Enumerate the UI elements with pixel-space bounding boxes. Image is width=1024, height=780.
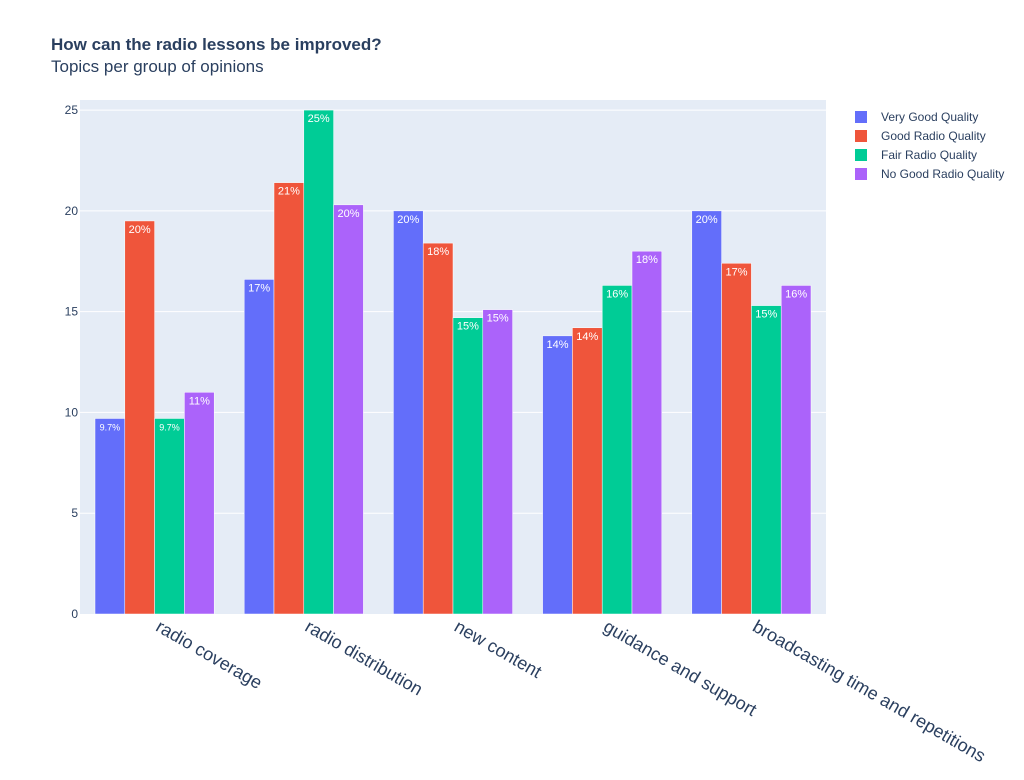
legend-swatch <box>855 110 867 123</box>
legend-label: Fair Radio Quality <box>881 147 978 162</box>
bar <box>184 392 215 615</box>
y-tick-label: 0 <box>71 607 78 621</box>
bar <box>273 182 305 615</box>
x-category-label: broadcasting time and repetitions <box>749 616 989 766</box>
bar-value-label: 9.7% <box>159 422 180 432</box>
bar-value-label: 20% <box>696 214 718 226</box>
bar <box>393 210 424 615</box>
bar-value-label: 20% <box>337 208 359 220</box>
bar-value-label: 14% <box>576 331 598 343</box>
bar-value-label: 14% <box>546 339 568 351</box>
bar <box>94 418 126 615</box>
bar <box>303 109 334 615</box>
bar <box>333 204 364 615</box>
legend: Very Good Quality Good Radio Quality Fair … <box>855 107 1004 183</box>
y-tick-label: 10 <box>65 405 79 419</box>
legend-label: No Good Radio Quality <box>881 166 1005 181</box>
bar-value-label: 20% <box>397 214 419 226</box>
legend-item[interactable]: Good Radio Quality <box>855 126 1004 145</box>
bar <box>601 285 633 615</box>
y-tick-label: 15 <box>65 305 79 319</box>
chart-title: How can the radio lessons be improved? <box>51 35 382 54</box>
bar <box>751 305 782 615</box>
bar-value-label: 18% <box>636 254 658 266</box>
bar-value-label: 16% <box>785 288 807 300</box>
x-category-label: new content <box>451 616 545 682</box>
legend-swatch <box>855 148 867 161</box>
bar <box>572 327 603 615</box>
x-category-label: guidance and support <box>600 616 760 720</box>
legend-item[interactable]: Fair Radio Quality <box>855 145 1004 164</box>
bar-value-label: 16% <box>606 288 628 300</box>
bar <box>691 210 722 615</box>
bar <box>154 418 185 615</box>
legend-label: Very Good Quality <box>881 109 979 124</box>
bar <box>124 220 155 615</box>
bar-value-label: 15% <box>457 321 479 333</box>
y-tick-label: 20 <box>65 204 79 218</box>
bar-value-label: 20% <box>129 224 151 236</box>
chart-subtitle: Topics per group of opinions <box>51 57 264 76</box>
bar <box>452 317 484 615</box>
x-category-label: radio distribution <box>302 616 426 699</box>
x-category-label: radio coverage <box>153 616 266 693</box>
bar-value-label: 25% <box>308 113 330 125</box>
bar-value-label: 17% <box>725 266 747 278</box>
bar <box>482 309 513 615</box>
bar <box>631 250 663 615</box>
bar-value-label: 9.7% <box>100 422 121 432</box>
legend-item[interactable]: No Good Radio Quality <box>855 164 1004 183</box>
bar <box>243 279 275 615</box>
bar <box>780 285 812 615</box>
y-tick-label: 5 <box>71 506 78 520</box>
bar-value-label: 18% <box>427 246 449 258</box>
bar <box>422 242 454 615</box>
bar-value-label: 15% <box>487 313 509 325</box>
bar-value-label: 11% <box>189 395 210 407</box>
bar <box>542 335 573 615</box>
bar-value-label: 17% <box>248 282 270 294</box>
bar <box>721 263 752 615</box>
bar-value-label: 15% <box>755 309 777 321</box>
legend-item[interactable]: Very Good Quality <box>855 107 1004 126</box>
legend-swatch <box>855 129 867 142</box>
bar-value-label: 21% <box>278 186 300 198</box>
y-tick-label: 25 <box>65 103 79 117</box>
legend-label: Good Radio Quality <box>881 128 986 143</box>
legend-swatch <box>855 167 867 180</box>
